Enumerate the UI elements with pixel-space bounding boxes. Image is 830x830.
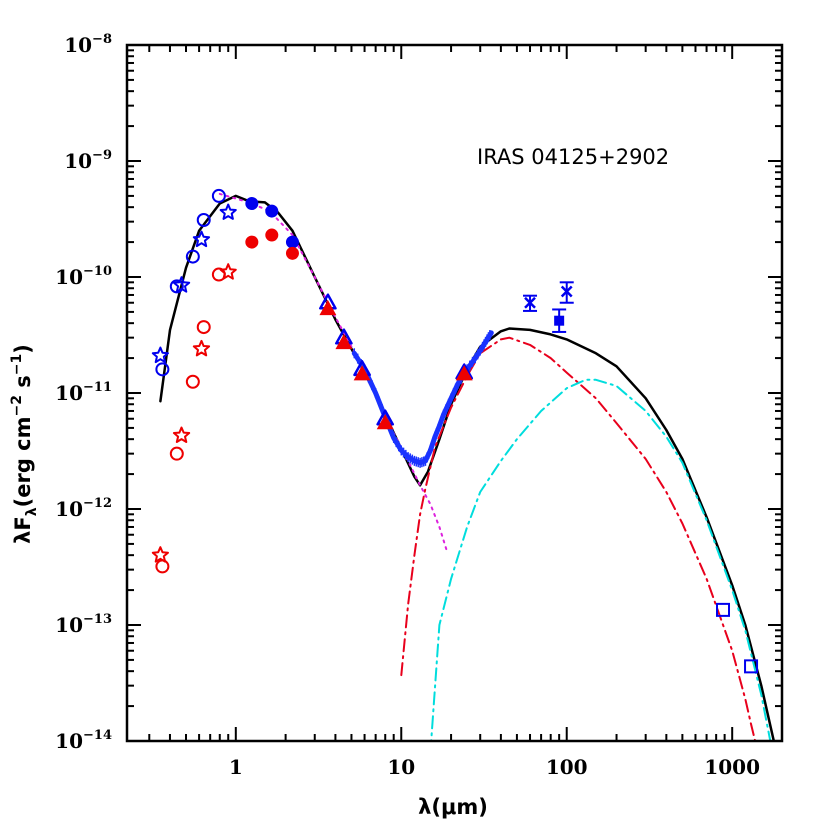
- observed_open_squares-point: [744, 659, 759, 674]
- observed_filled_circles-point: [285, 235, 299, 249]
- observed_crosses-point: [560, 285, 573, 298]
- x-tick-label: 10: [387, 755, 415, 779]
- y-tick-label: 10−12: [55, 496, 112, 521]
- y-axis-label-body: (erg cm: [11, 417, 35, 508]
- dereddened_filled_triangles-point: [455, 365, 473, 381]
- y-axis-label-tail: ): [11, 344, 35, 354]
- observed_open_circles-point: [185, 249, 200, 264]
- observed_filled_square-point: [554, 315, 565, 326]
- observed_open_squares-point: [716, 602, 731, 617]
- dereddened_open_stars-point: [151, 546, 169, 563]
- dereddened_open_stars-point: [172, 426, 191, 443]
- line-model_total: [159, 194, 776, 741]
- y-tick-label-exponent: −14: [83, 728, 112, 743]
- observed_open_circles-point: [211, 188, 226, 203]
- y-tick-label-base: 10: [55, 729, 83, 753]
- dereddened_open_stars-point: [192, 339, 211, 357]
- tick-labels: 1 10 100 100010−1410−1310−1210−1110−1010−91…: [55, 32, 760, 779]
- observed_open_circles-point: [196, 213, 211, 228]
- y-axis-label-sup2: −1: [9, 354, 25, 375]
- y-tick-label-exponent: −11: [83, 380, 112, 395]
- dereddened_filled_circles-point: [285, 246, 299, 260]
- y-tick-label-base: 10: [55, 613, 83, 637]
- observed_open_stars-point: [151, 346, 169, 364]
- x-axis-label: λ(μm): [418, 795, 488, 819]
- observed_crosses-point: [524, 296, 536, 309]
- object-annotation: IRAS 04125+2902: [477, 145, 669, 169]
- y-tick-label-base: 10: [64, 149, 92, 173]
- plot-content: [151, 188, 776, 741]
- dereddened_open_circles-point: [185, 374, 200, 389]
- observed_open_circles-point: [155, 362, 170, 377]
- y-tick-label: 10−13: [55, 612, 112, 637]
- y-tick-label-exponent: −10: [83, 264, 112, 279]
- y-tick-label: 10−10: [55, 264, 112, 289]
- dereddened_filled_triangles-point: [335, 333, 353, 350]
- x-tick-label: 1000: [704, 755, 760, 779]
- dereddened_open_circles-point: [155, 559, 170, 574]
- line-envelope: [430, 378, 772, 741]
- dereddened_filled_circles-point: [265, 228, 279, 242]
- dereddened_open_circles-point: [169, 446, 184, 461]
- observed_filled_circles-point: [265, 204, 279, 218]
- y-tick-label: 10−14: [55, 728, 112, 753]
- observed_open_stars-point: [192, 230, 211, 248]
- y-axis-label-mid: s: [11, 375, 35, 395]
- dereddened_filled_triangles-point: [353, 365, 371, 381]
- x-tick-label: 1: [229, 755, 243, 779]
- y-tick-label-base: 10: [55, 265, 83, 289]
- y-tick-label-exponent: −9: [92, 148, 112, 163]
- y-axis-label: λFλ(erg cm−2 s−1): [9, 344, 40, 544]
- y-tick-label-base: 10: [55, 381, 83, 405]
- y-tick-label-base: 10: [55, 497, 83, 521]
- plot-layer: [151, 188, 776, 741]
- y-axis-label-sup1: −2: [9, 395, 25, 416]
- dereddened_open_circles-point: [196, 320, 211, 335]
- dereddened_open_stars-point: [219, 263, 237, 280]
- spectrum-irs: [351, 330, 494, 466]
- dereddened_filled_circles-point: [245, 235, 259, 249]
- dereddened_filled_triangles-point: [376, 414, 394, 430]
- y-axis-label-sub: λ: [24, 507, 40, 516]
- y-tick-label: 10−11: [55, 380, 112, 405]
- dereddened_filled_triangles-point: [319, 299, 337, 316]
- y-tick-label-exponent: −12: [83, 496, 112, 511]
- y-tick-label-exponent: −13: [83, 612, 112, 627]
- tick-marks: [127, 44, 783, 742]
- observed_open_stars-point: [219, 203, 237, 220]
- line-disk: [400, 336, 757, 741]
- observed_open_stars-point: [172, 276, 191, 293]
- y-tick-label-exponent: −8: [92, 32, 112, 47]
- y-axis-label-lead: λF: [11, 516, 35, 544]
- observed_filled_circles-point: [245, 197, 259, 211]
- x-tick-label: 100: [546, 755, 588, 779]
- y-tick-label: 10−8: [64, 32, 112, 57]
- y-tick-label-base: 10: [64, 33, 92, 57]
- y-tick-label: 10−9: [64, 148, 112, 173]
